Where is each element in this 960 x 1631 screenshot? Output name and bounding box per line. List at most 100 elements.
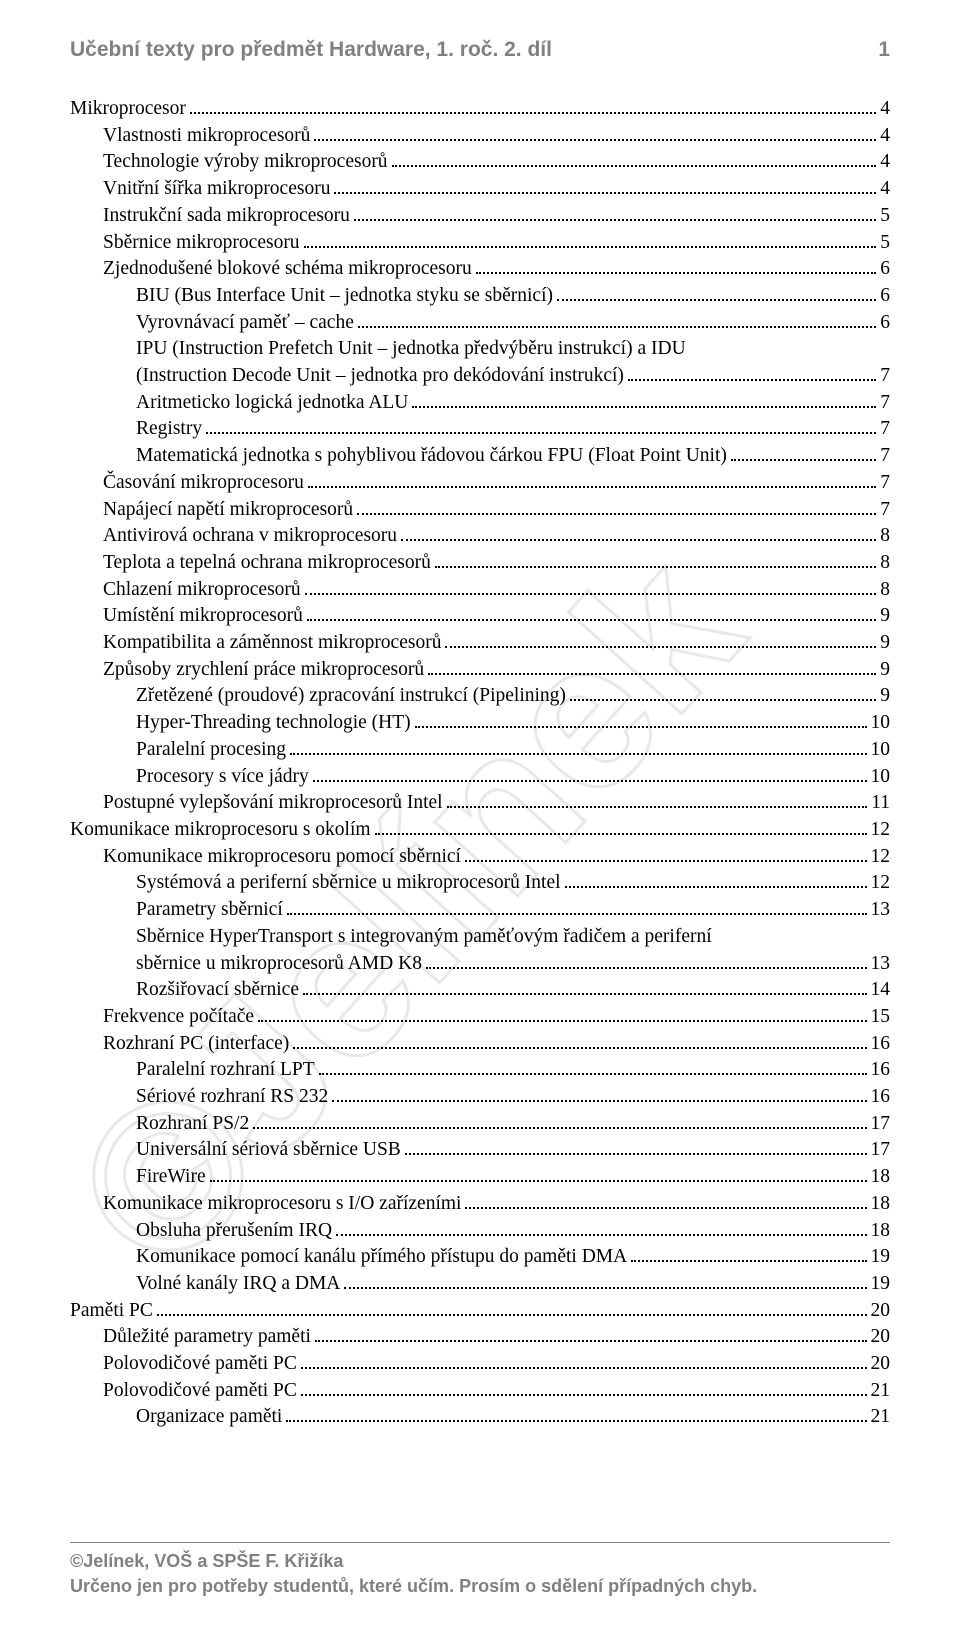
toc-page-number: 14 [871,977,891,1004]
toc-entry: IPU (Instruction Prefetch Unit – jednotk… [70,336,890,363]
toc-leader-dots [476,261,876,275]
toc-entry: Volné kanály IRQ a DMA19 [70,1271,890,1298]
toc-leader-dots [190,100,876,114]
toc-label: Rozhraní PS/2 [136,1111,249,1138]
toc-page-number: 15 [871,1004,891,1031]
toc-label: Technologie výroby mikroprocesorů [103,149,388,176]
toc-page-number: 16 [871,1084,891,1111]
toc-page-number: 12 [871,870,891,897]
toc-leader-dots [336,1222,866,1236]
toc-entry: FireWire18 [70,1164,890,1191]
toc-label: Aritmeticko logická jednotka ALU [136,390,408,417]
toc-label: Sériové rozhraní RS 232 [136,1084,328,1111]
header-title: Učební texty pro předmět Hardware, 1. ro… [70,38,552,62]
toc-entry: Polovodičové paměti PC21 [70,1378,890,1405]
toc-label: Komunikace mikroprocesoru pomocí sběrnic… [103,844,461,871]
toc-leader-dots [445,634,876,648]
toc-page-number: 16 [871,1057,891,1084]
toc-label: Umístění mikroprocesorů [103,603,303,630]
footer-line2: Určeno jen pro potřeby studentů, které u… [70,1574,890,1599]
toc-label: FireWire [136,1164,206,1191]
toc-page-number: 20 [871,1324,891,1351]
toc-label: BIU (Bus Interface Unit – jednotka styku… [136,283,553,310]
toc-entry: Způsoby zrychlení práce mikroprocesorů9 [70,657,890,684]
toc-entry: Hyper-Threading technologie (HT)10 [70,710,890,737]
toc-page-number: 7 [880,443,890,470]
toc-entry: Sběrnice mikroprocesoru5 [70,230,890,257]
toc-entry: Technologie výroby mikroprocesorů4 [70,149,890,176]
toc-entry: Organizace paměti21 [70,1404,890,1431]
toc-page-number: 17 [871,1137,891,1164]
toc-leader-dots [319,1062,867,1076]
toc-entry: Parametry sběrnicí 13 [70,897,890,924]
toc-label: Chlazení mikroprocesorů [103,577,301,604]
toc-entry: Napájecí napětí mikroprocesorů7 [70,497,890,524]
toc-label: Systémová a periferní sběrnice u mikropr… [136,870,561,897]
toc-leader-dots [375,821,867,835]
toc-page-number: 17 [871,1111,891,1138]
toc-leader-dots [303,982,867,996]
toc-entry: Chlazení mikroprocesorů8 [70,577,890,604]
toc-entry: Zjednodušené blokové schéma mikroproceso… [70,256,890,283]
toc-page-number: 9 [880,630,890,657]
toc-label: Důležité parametry paměti [103,1324,311,1351]
toc-entry: BIU (Bus Interface Unit – jednotka styku… [70,283,890,310]
toc-leader-dots [358,314,876,328]
toc-page-number: 10 [871,737,891,764]
toc-leader-dots [287,901,867,915]
toc-label: Rozhraní PC (interface) [103,1031,289,1058]
toc-page-number: 21 [871,1378,891,1405]
toc-label: Antivirová ochrana v mikroprocesoru [103,523,397,550]
toc-leader-dots [631,1249,866,1263]
toc-label: Postupné vylepšování mikroprocesorů Inte… [103,790,443,817]
toc-leader-dots [307,608,876,622]
toc-entry: Sběrnice HyperTransport s integrovaným p… [70,924,890,951]
toc-page-number: 13 [871,897,891,924]
toc-page-number: 16 [871,1031,891,1058]
toc-page-number: 20 [871,1351,891,1378]
page-footer: ©Jelínek, VOŠ a SPŠE F. Křižíka Určeno j… [70,1542,890,1599]
toc-entry: Paměti PC20 [70,1298,890,1325]
toc-leader-dots [465,848,867,862]
toc-entry: Paralelní rozhraní LPT16 [70,1057,890,1084]
toc-entry: Mikroprocesor4 [70,96,890,123]
toc-label: Matematická jednotka s pohyblivou řádovo… [136,443,727,470]
toc-page-number: 6 [880,310,890,337]
toc-leader-dots [290,741,867,755]
toc-leader-dots [565,875,867,889]
toc-label: (Instruction Decode Unit – jednotka pro … [136,363,624,390]
toc-label: Zřetězené (proudové) zpracování instrukc… [136,683,566,710]
toc-label: Parametry sběrnicí [136,897,283,924]
toc-page-number: 8 [880,550,890,577]
toc-label: Vnitřní šířka mikroprocesoru [103,176,330,203]
toc-page-number: 5 [880,203,890,230]
toc-leader-dots [286,1409,866,1423]
toc-label: Polovodičové paměti PC [103,1351,297,1378]
toc-leader-dots [557,287,876,301]
toc-label: Universální sériová sběrnice USB [136,1137,401,1164]
toc-entry: Postupné vylepšování mikroprocesorů Inte… [70,790,890,817]
toc-page-number: 8 [880,523,890,550]
toc-page-number: 7 [880,416,890,443]
toc-label: Obsluha přerušením IRQ [136,1218,332,1245]
toc-leader-dots [157,1302,867,1316]
toc-page-number: 7 [880,497,890,524]
toc-page-number: 12 [871,844,891,871]
toc-leader-dots [412,394,876,408]
toc-label: Teplota a tepelná ochrana mikroprocesorů [103,550,431,577]
toc-label: Frekvence počítače [103,1004,254,1031]
toc-leader-dots [435,554,876,568]
toc-entry: Komunikace mikroprocesoru pomocí sběrnic… [70,844,890,871]
toc-label: Komunikace mikroprocesoru s okolím [70,817,371,844]
toc-entry: Frekvence počítače 15 [70,1004,890,1031]
toc-page-number: 11 [871,790,890,817]
toc-label: Paralelní procesing [136,737,286,764]
toc-page-number: 7 [880,390,890,417]
toc-label: Časování mikroprocesoru [103,470,304,497]
toc-entry: Matematická jednotka s pohyblivou řádovo… [70,443,890,470]
toc-page-number: 4 [880,176,890,203]
toc-entry: Aritmeticko logická jednotka ALU 7 [70,390,890,417]
toc-entry: Teplota a tepelná ochrana mikroprocesorů… [70,550,890,577]
toc-leader-dots [447,795,868,809]
toc-entry: Polovodičové paměti PC 20 [70,1351,890,1378]
